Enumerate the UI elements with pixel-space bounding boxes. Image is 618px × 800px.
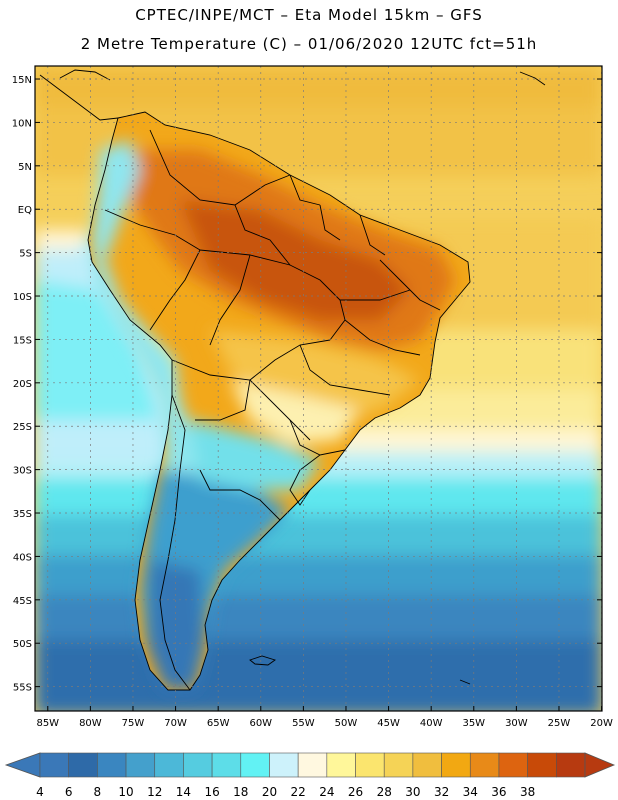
colorbar-label: 18 xyxy=(233,785,248,799)
lat-tick-label: 15N xyxy=(12,75,32,86)
graticule xyxy=(35,66,602,711)
colorbar-label: 26 xyxy=(348,785,363,799)
lat-tick-label: 10S xyxy=(13,292,32,303)
lat-tick-labels: 15N 10N 5N EQ 5S 10S 15S 20S 25S 30S 35S 40S 45S 50S 5… xyxy=(12,75,602,694)
colorbar-swatch xyxy=(412,752,442,778)
lon-tick-label: 35W xyxy=(462,718,485,729)
temperature-field xyxy=(35,66,602,711)
lon-tick-label: 85W xyxy=(36,718,59,729)
colorbar-label: 12 xyxy=(147,785,162,799)
colorbar-swatch xyxy=(39,752,69,778)
lat-tick-label: 55S xyxy=(13,683,32,694)
colorbar-swatch xyxy=(383,752,414,778)
colorbar-swatch xyxy=(154,752,184,778)
colorbar-label: 34 xyxy=(463,785,478,799)
lat-tick-label: 45S xyxy=(13,596,32,607)
colorbar-swatch xyxy=(498,752,528,778)
lat-tick-label: 15S xyxy=(13,335,32,346)
colorbar-label: 4 xyxy=(36,785,44,799)
colorbar-swatch xyxy=(183,752,213,778)
colorbar-label: 22 xyxy=(291,785,306,799)
lon-tick-label: 20W xyxy=(590,718,613,729)
lon-tick-label: 80W xyxy=(79,718,102,729)
lon-tick-label: 65W xyxy=(207,718,230,729)
colorbar-swatch xyxy=(355,752,385,778)
colorbar-label: 38 xyxy=(520,785,535,799)
lat-tick-label: 50S xyxy=(13,639,32,650)
colorbar-label: 14 xyxy=(176,785,191,799)
lon-tick-label: 30W xyxy=(505,718,528,729)
colorbar-label: 8 xyxy=(94,785,102,799)
colorbar-swatch xyxy=(527,752,557,778)
lat-tick-label: 30S xyxy=(13,466,32,477)
lat-tick-label: 35S xyxy=(13,509,32,520)
colorbar-label: 6 xyxy=(65,785,73,799)
colorbar-swatch xyxy=(211,752,242,778)
colorbar-swatch xyxy=(97,752,127,778)
colorbar: 4 6 8 10 12 14 16 18 20 22 24 26 28 30 32 34 36 38 xyxy=(4,752,616,799)
lat-tick-label: EQ xyxy=(18,205,32,216)
country-borders xyxy=(39,69,546,691)
lon-tick-label: 75W xyxy=(122,718,145,729)
colorbar-label: 20 xyxy=(262,785,277,799)
lat-tick-label: 20S xyxy=(13,379,32,390)
lon-tick-label: 70W xyxy=(164,718,187,729)
colorbar-label: 10 xyxy=(118,785,133,799)
lon-tick-labels: 85W 80W 75W 70W 65W 60W 55W 50W 45W 40W 35W 30W 25W 2… xyxy=(36,706,613,729)
lat-tick-label: 25S xyxy=(13,422,32,433)
lon-tick-label: 50W xyxy=(335,718,358,729)
lon-tick-label: 60W xyxy=(249,718,272,729)
lat-tick-label: 5N xyxy=(18,162,32,173)
colorbar-right-arrow xyxy=(584,752,616,778)
colorbar-label: 28 xyxy=(377,785,392,799)
lat-tick-label: 5S xyxy=(19,249,32,260)
lon-tick-label: 45W xyxy=(377,718,400,729)
colorbar-label: 24 xyxy=(319,785,334,799)
colorbar-swatch xyxy=(269,752,299,778)
colorbar-label: 32 xyxy=(434,785,449,799)
lat-tick-label: 10N xyxy=(12,118,32,129)
colorbar-swatch xyxy=(469,752,500,778)
lon-tick-label: 40W xyxy=(420,718,443,729)
lat-tick-label: 40S xyxy=(13,552,32,563)
map-frame xyxy=(34,65,603,712)
map-title: CPTEC/INPE/MCT – Eta Model 15km – GFS xyxy=(135,6,483,24)
colorbar-swatch xyxy=(441,752,471,778)
colorbar-swatch xyxy=(556,752,586,778)
colorbar-swatch xyxy=(326,752,356,778)
colorbar-swatch xyxy=(68,752,98,778)
map-subtitle: 2 Metre Temperature (C) – 01/06/2020 12U… xyxy=(80,35,538,53)
colorbar-left-arrow xyxy=(4,752,41,778)
colorbar-swatch xyxy=(125,752,156,778)
lon-tick-label: 25W xyxy=(548,718,571,729)
colorbar-swatch xyxy=(240,752,270,778)
lon-tick-label: 55W xyxy=(292,718,315,729)
colorbar-swatch xyxy=(297,752,328,778)
colorbar-label: 30 xyxy=(405,785,420,799)
colorbar-label: 16 xyxy=(204,785,219,799)
colorbar-label: 36 xyxy=(491,785,506,799)
